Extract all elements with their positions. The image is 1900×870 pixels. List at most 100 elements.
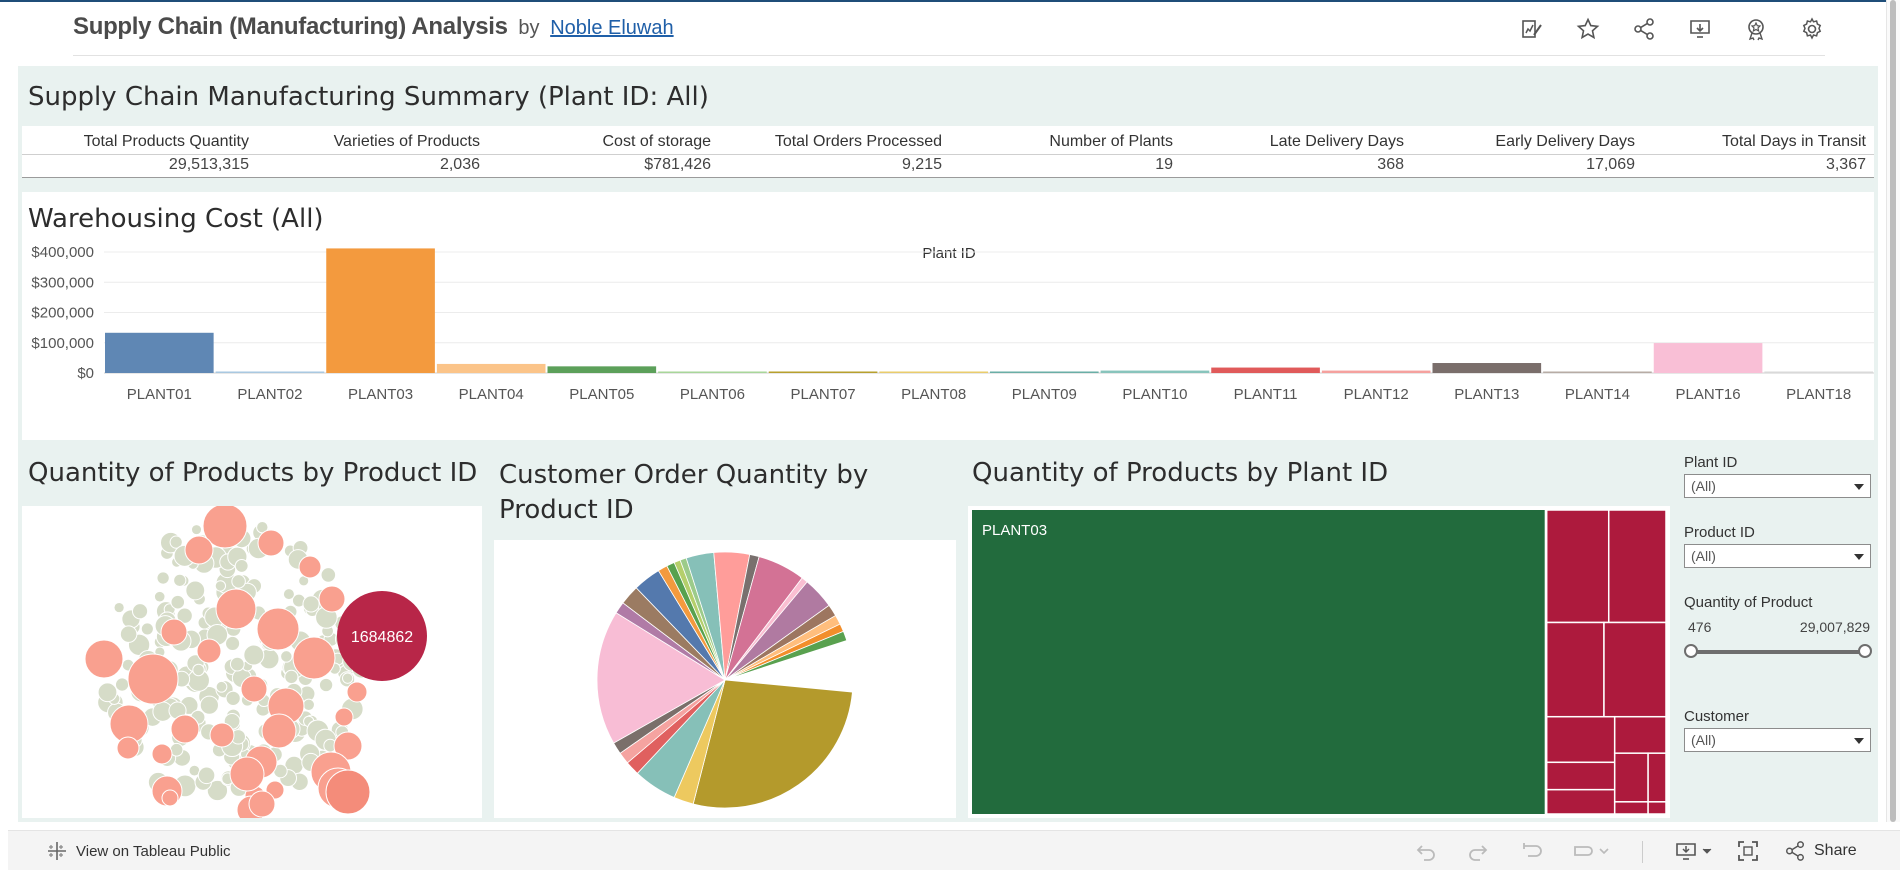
author-link[interactable]: Noble Eluwah [550, 17, 674, 39]
kpi-header: Total Days in Transit [1721, 133, 1866, 150]
bubble [127, 653, 179, 705]
warehousing-panel: Warehousing Cost (All) Plant ID $400,000 $… [22, 192, 1874, 440]
redo-icon[interactable] [1466, 831, 1490, 870]
treemap-panel: PLANT03 [968, 506, 1670, 818]
bar [658, 371, 767, 373]
treemap-leaf [1603, 621, 1667, 718]
x-tick-label: PLANT18 [1786, 386, 1851, 403]
kpi-divider [22, 154, 1874, 155]
bubble [280, 650, 293, 663]
x-tick-label: PLANT07 [791, 386, 856, 403]
kpi-header: Early Delivery Days [1495, 133, 1635, 150]
pie-title: Customer Order Quantity by Product ID [499, 460, 869, 525]
chevron-down-icon [1854, 738, 1864, 744]
bar [1100, 370, 1210, 373]
quantity-slider-min-handle[interactable] [1684, 644, 1698, 658]
chevron-down-icon [1854, 554, 1864, 560]
bubble [197, 766, 216, 785]
share-icon[interactable] [1631, 16, 1657, 42]
x-tick-label: PLANT14 [1565, 386, 1630, 403]
scrollbar-thumb[interactable] [1890, 0, 1896, 822]
treemap-chart: PLANT03 [972, 509, 1667, 815]
treemap-leaf [1545, 788, 1616, 815]
bubble [170, 594, 186, 610]
revert-icon[interactable] [1520, 831, 1544, 870]
share-label: Share [1814, 842, 1857, 859]
bubble [169, 535, 183, 549]
by-text: by [518, 17, 540, 39]
x-tick-label: PLANT06 [680, 386, 745, 403]
bubble [131, 603, 149, 620]
pause-updates-icon[interactable] [1570, 831, 1610, 870]
pie-slice [596, 612, 726, 744]
treemap-leaf [1647, 752, 1667, 803]
x-tick-label: PLANT11 [1234, 386, 1298, 403]
x-tick-label: PLANT12 [1344, 386, 1409, 403]
bubble [248, 790, 276, 818]
bubble [192, 663, 205, 677]
bubble [199, 695, 219, 715]
bubble [170, 714, 200, 744]
edit-icon[interactable] [1519, 16, 1545, 42]
share-button[interactable]: Share [1784, 831, 1857, 870]
bubble [114, 677, 130, 692]
kpi-value: 17,069 [1586, 156, 1635, 173]
pie-slice [692, 679, 853, 809]
filter-customer-dropdown[interactable]: (All) [1684, 728, 1871, 752]
view-on-tableau-button[interactable]: View on Tableau Public [46, 831, 231, 870]
bubble [325, 769, 371, 815]
bar [436, 363, 546, 373]
bubble-chart: 1684862 [84, 503, 427, 825]
title-row: Supply Chain (Manufacturing) Analysis by… [73, 13, 674, 41]
filter-quantity-label: Quantity of Product [1684, 594, 1813, 611]
filter-product-value: (All) [1691, 548, 1716, 564]
bubble [225, 690, 241, 706]
treemap-leaf [1607, 509, 1667, 624]
kpi-header: Total Orders Processed [774, 133, 942, 150]
quantity-slider-track[interactable] [1692, 650, 1864, 654]
treemap-leaf [1545, 761, 1616, 791]
x-tick-label: PLANT10 [1122, 386, 1187, 403]
warehousing-title: Warehousing Cost (All) [28, 204, 324, 234]
filter-plant-dropdown[interactable]: (All) [1684, 474, 1871, 498]
bubble [140, 622, 154, 636]
bubble [229, 756, 265, 792]
download-icon[interactable] [1687, 16, 1713, 42]
bubble [302, 698, 315, 711]
filter-product-dropdown[interactable]: (All) [1684, 544, 1871, 568]
x-tick-label: PLANT09 [1012, 386, 1077, 403]
fullscreen-icon[interactable] [1736, 831, 1760, 870]
badge-icon[interactable] [1743, 16, 1769, 42]
treemap-leaf [1545, 509, 1610, 624]
bubble [214, 580, 227, 592]
viz-title: Supply Chain (Manufacturing) Analysis [73, 13, 508, 40]
bubble [119, 625, 138, 643]
dashboard: Supply Chain Manufacturing Summary (Plan… [18, 66, 1878, 825]
settings-icon[interactable] [1799, 16, 1825, 42]
treemap-leaf [1545, 621, 1605, 718]
bubble [153, 590, 166, 603]
bubble [184, 535, 214, 565]
x-tick-label: PLANT01 [127, 386, 192, 403]
star-icon[interactable] [1575, 16, 1601, 42]
kpi-value: 2,036 [439, 156, 480, 173]
bar [1432, 363, 1542, 373]
quantity-slider-max-handle[interactable] [1858, 644, 1872, 658]
treemap-leaf [1545, 715, 1616, 764]
x-tick-label: PLANT13 [1454, 386, 1519, 403]
undo-icon[interactable] [1414, 831, 1438, 870]
bubble [346, 681, 368, 703]
kpi-header: Varieties of Products [333, 133, 480, 150]
filter-customer-label: Customer [1684, 708, 1750, 725]
bubble [190, 524, 203, 536]
treemap-leaf [1613, 715, 1667, 754]
bubble [176, 607, 193, 624]
download-menu-icon[interactable] [1674, 831, 1718, 870]
y-tick-label: $200,000 [31, 305, 94, 322]
bar [768, 371, 878, 373]
bubble [240, 675, 268, 703]
treemap-leaf [972, 510, 1545, 814]
bubble-highlight-label: 1684862 [351, 629, 413, 646]
bubble [229, 656, 245, 672]
bubble [206, 779, 229, 802]
